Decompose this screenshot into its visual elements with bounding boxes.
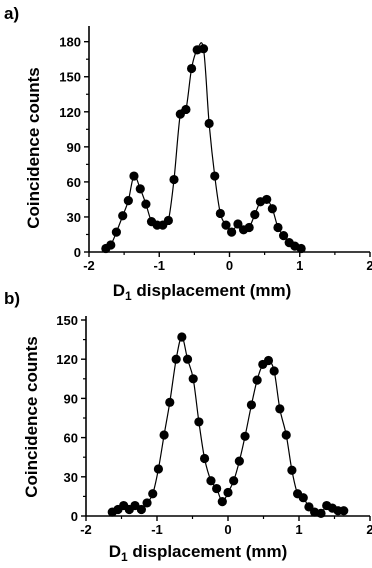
data-point: [159, 430, 169, 440]
data-point: [240, 431, 250, 441]
x-tick-label: 2: [366, 522, 372, 537]
panel-b-axes: [85, 316, 370, 517]
data-point: [273, 222, 283, 233]
data-point: [177, 332, 187, 342]
x-tick-label: -1: [153, 258, 165, 273]
y-tick-label: 120: [59, 105, 81, 120]
data-point: [210, 171, 220, 181]
data-point: [141, 199, 151, 209]
y-tick-label: 30: [67, 210, 81, 225]
panel-a-fit-curve: [105, 42, 302, 250]
data-point: [181, 104, 191, 115]
data-point: [153, 464, 164, 474]
data-point: [281, 430, 291, 440]
data-point: [223, 487, 233, 498]
data-point: [169, 174, 179, 185]
x-tick-label: -1: [151, 522, 163, 537]
y-tick-label: 150: [59, 70, 81, 85]
data-point: [123, 195, 133, 206]
data-point: [316, 508, 326, 518]
y-tick-label: 60: [67, 175, 81, 190]
x-tick-label: 2: [366, 258, 372, 273]
panel-a-label: a): [4, 4, 19, 23]
panel-b-label: b): [4, 289, 20, 308]
data-point: [298, 493, 308, 503]
data-point: [204, 118, 214, 129]
panel-a-axes: [88, 26, 370, 253]
data-point: [206, 476, 216, 486]
panel-b-y-axis-label: Coincidence counts: [22, 336, 41, 498]
data-point: [129, 171, 139, 181]
x-tick-label: 0: [226, 258, 233, 273]
data-point: [188, 374, 198, 384]
data-point: [250, 210, 260, 220]
x-tick-label: -2: [80, 522, 92, 537]
data-point: [275, 404, 285, 414]
panel-b-data-points: [107, 332, 349, 518]
panel-b: b) -2 -1 0 1 2 0 30 60 90 120 150 D1 displacement…: [4, 289, 372, 564]
y-tick-label: 0: [71, 509, 78, 524]
data-point: [215, 208, 225, 219]
data-point: [135, 184, 145, 194]
data-point: [233, 219, 243, 229]
data-point: [296, 243, 306, 254]
data-point: [227, 227, 237, 237]
y-tick-label: 150: [56, 313, 78, 328]
data-point: [194, 417, 204, 427]
x-tick-label: 0: [224, 522, 231, 537]
x-tick-label: -2: [83, 258, 95, 273]
data-point: [278, 231, 289, 241]
x-tick-label: 1: [296, 258, 303, 273]
data-point: [287, 465, 297, 475]
panel-b-x-ticks: -2 -1 0 1 2: [80, 516, 372, 537]
data-point: [234, 456, 244, 466]
data-point: [198, 44, 209, 54]
data-point: [182, 354, 193, 364]
y-tick-label: 60: [64, 431, 78, 446]
data-point: [118, 211, 128, 221]
panel-a-x-ticks: -2 -1 0 1 2: [83, 252, 372, 273]
data-point: [199, 453, 210, 464]
y-tick-label: 90: [64, 391, 78, 406]
data-point: [148, 489, 158, 499]
panel-a-data-points: [101, 44, 306, 254]
data-point: [262, 194, 272, 205]
data-point: [171, 354, 181, 364]
panel-a-x-axis-label: D1 displacement (mm): [113, 281, 292, 303]
data-point: [163, 215, 173, 226]
data-point: [221, 220, 231, 230]
y-tick-label: 0: [74, 245, 81, 260]
data-point: [339, 506, 349, 516]
data-point: [136, 504, 146, 515]
data-point: [106, 240, 116, 250]
data-point: [165, 397, 175, 407]
data-point: [217, 497, 227, 507]
data-point: [229, 476, 239, 486]
data-point: [244, 222, 254, 233]
panel-b-fit-curve: [112, 336, 344, 515]
panel-a-y-axis-label: Coincidence counts: [24, 67, 43, 229]
y-tick-label: 90: [67, 140, 81, 155]
data-point: [246, 400, 257, 410]
data-point: [142, 498, 152, 508]
data-point: [212, 483, 222, 494]
data-point: [111, 227, 121, 237]
data-point: [267, 204, 277, 214]
data-point: [269, 366, 279, 376]
panel-b-x-axis-label: D1 displacement (mm): [109, 542, 288, 564]
data-point: [186, 63, 197, 74]
panel-b-y-ticks: 0 30 60 90 120 150: [56, 313, 86, 524]
data-point: [252, 375, 262, 385]
panel-a: a) -2 -1 0 1 2 0 30 60 90 120 150 180 D1 displacem…: [4, 4, 372, 303]
y-tick-label: 120: [56, 352, 78, 367]
data-point: [263, 355, 274, 366]
y-tick-label: 30: [64, 470, 78, 485]
y-tick-label: 180: [59, 35, 81, 50]
panel-a-y-ticks: 0 30 60 90 120 150 180: [59, 35, 89, 260]
x-tick-label: 1: [295, 522, 302, 537]
